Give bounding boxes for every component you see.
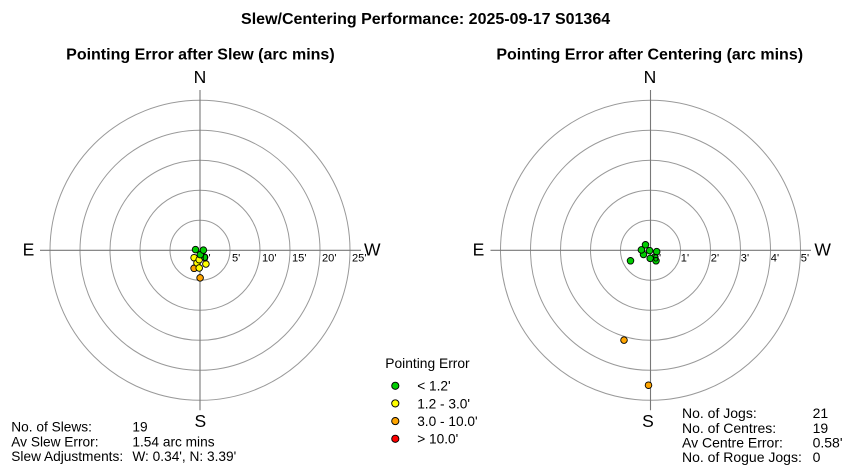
svg-text:> 10.0': > 10.0' <box>417 432 458 447</box>
svg-text:Av Slew Error:: Av Slew Error: <box>11 434 98 449</box>
svg-text:< 1.2': < 1.2' <box>417 379 450 394</box>
svg-text:20': 20' <box>322 252 336 264</box>
svg-text:21: 21 <box>813 405 829 421</box>
svg-text:1.54 arc mins: 1.54 arc mins <box>132 434 214 449</box>
svg-text:No. of Jogs:: No. of Jogs: <box>682 405 757 421</box>
svg-text:Pointing Error: Pointing Error <box>385 356 470 371</box>
svg-text:W: 0.34', N: 3.39': W: 0.34', N: 3.39' <box>132 449 236 464</box>
svg-text:4': 4' <box>771 252 779 264</box>
svg-text:5': 5' <box>801 252 809 264</box>
svg-text:0': 0' <box>653 252 661 264</box>
svg-text:10': 10' <box>262 252 276 264</box>
svg-text:0.58': 0.58' <box>813 434 843 450</box>
svg-text:Pointing Error after Centering: Pointing Error after Centering (arc mins… <box>496 47 803 64</box>
svg-text:Pointing Error after Slew (arc: Pointing Error after Slew (arc mins) <box>66 47 335 64</box>
svg-text:No. of Centres:: No. of Centres: <box>682 420 776 436</box>
svg-text:1': 1' <box>681 252 689 264</box>
svg-text:Slew Adjustments:: Slew Adjustments: <box>11 449 123 464</box>
svg-text:3': 3' <box>741 252 749 264</box>
svg-text:5': 5' <box>232 252 240 264</box>
svg-text:2': 2' <box>711 252 719 264</box>
svg-text:Slew/Centering Performance: 20: Slew/Centering Performance: 2025-09-17 S… <box>241 11 610 28</box>
svg-text:E: E <box>23 239 35 259</box>
svg-text:19: 19 <box>813 420 829 436</box>
svg-text:E: E <box>473 239 485 259</box>
svg-text:3.0 - 10.0': 3.0 - 10.0' <box>417 414 477 429</box>
svg-text:15': 15' <box>292 252 306 264</box>
svg-text:W: W <box>364 239 381 259</box>
svg-text:0': 0' <box>202 252 210 264</box>
svg-text:25': 25' <box>352 252 366 264</box>
svg-text:No. of Rogue Jogs:: No. of Rogue Jogs: <box>682 449 802 465</box>
svg-text:S: S <box>195 411 207 431</box>
svg-text:N: N <box>194 67 207 87</box>
svg-text:19: 19 <box>132 420 147 435</box>
svg-text:0: 0 <box>813 449 821 465</box>
svg-text:W: W <box>814 239 831 259</box>
svg-text:Av Centre Error:: Av Centre Error: <box>682 434 783 450</box>
svg-text:N: N <box>644 67 657 87</box>
svg-text:S: S <box>642 411 654 431</box>
svg-text:No. of Slews:: No. of Slews: <box>11 420 92 435</box>
svg-text:1.2 - 3.0': 1.2 - 3.0' <box>417 396 470 411</box>
